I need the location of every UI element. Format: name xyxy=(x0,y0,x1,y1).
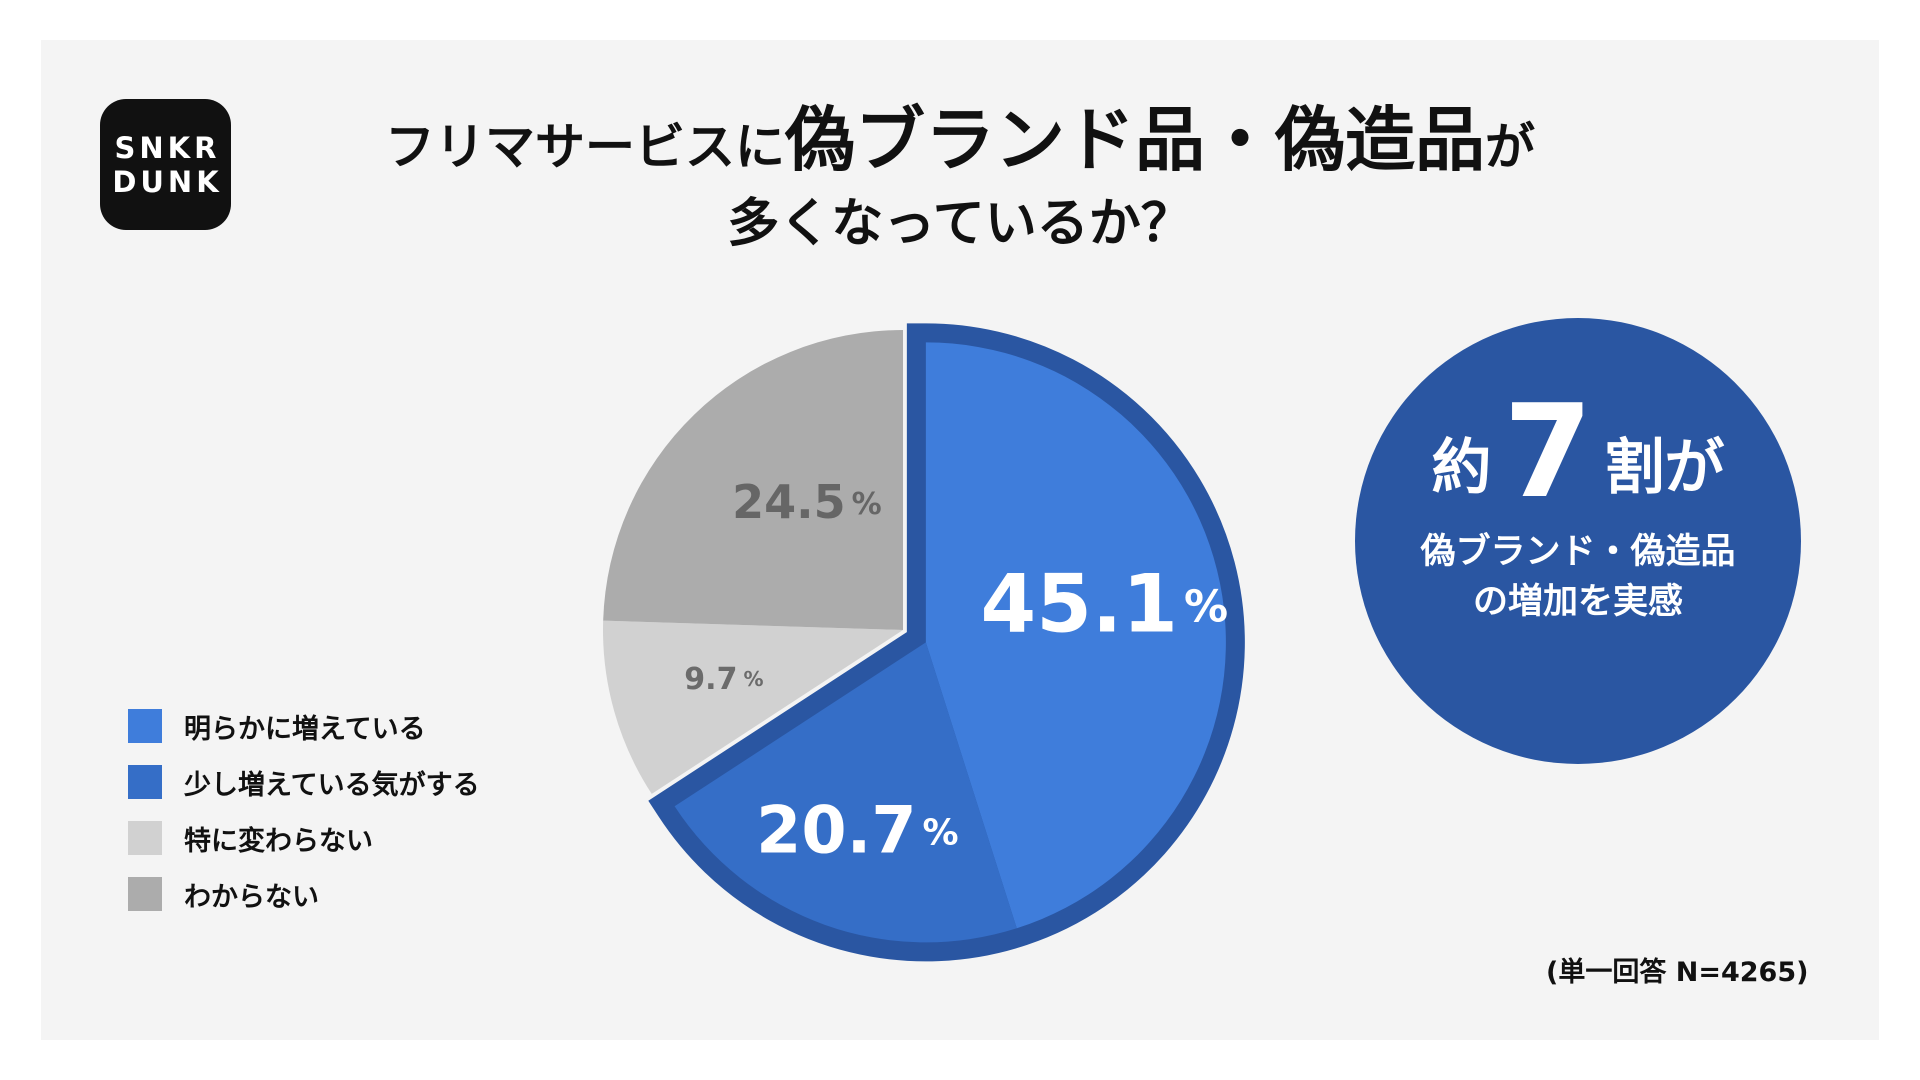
pie-slice-label: 45.1% xyxy=(981,557,1228,650)
pie-slice-value: 45.1 xyxy=(981,557,1178,650)
logo-line-1: SNKR xyxy=(114,130,221,165)
pie-slice-unit: % xyxy=(852,487,882,522)
chart-legend: 明らかに増えている少し増えている気がする 特に変わらない わからない xyxy=(128,708,480,932)
pie-slice xyxy=(925,342,1226,929)
pie-slice xyxy=(603,620,903,794)
snkrdunk-logo: SNKR DUNK xyxy=(100,99,231,230)
legend-item: 特に変わらない xyxy=(128,820,480,857)
legend-label: 明らかに増えている xyxy=(184,713,426,745)
badge-prefix: 約 xyxy=(1431,433,1492,503)
chart-title-line-1: フリマサービスに偽ブランド品・偽造品が xyxy=(0,100,1920,187)
title-part-c: が xyxy=(1485,118,1535,176)
pie-slice xyxy=(674,642,1017,943)
title-part-b: 偽ブランド品・偽造品 xyxy=(785,99,1485,181)
pie-slice-unit: % xyxy=(1184,581,1228,632)
pie-slices xyxy=(603,323,1245,962)
legend-swatch xyxy=(128,821,162,855)
logo-line-2: DUNK xyxy=(112,164,223,199)
pie-slice-value: 20.7 xyxy=(756,794,916,869)
legend-label: わからない xyxy=(184,881,319,913)
legend-item: 明らかに増えている xyxy=(128,708,480,745)
pie-slice-value: 24.5 xyxy=(732,475,846,529)
chart-title-line-2: 多くなっているか？ xyxy=(727,194,1193,254)
badge-suffix: 割が xyxy=(1604,433,1725,503)
pie-slice xyxy=(603,330,903,630)
legend-item: わからない xyxy=(128,876,480,913)
sample-note: (単一回答 N=4265) xyxy=(1546,957,1809,988)
pie-slice-label: 20.7% xyxy=(756,794,958,869)
badge-number: 7 xyxy=(1503,378,1593,527)
pie-slice-unit: % xyxy=(923,813,959,854)
pie-slice-unit: % xyxy=(743,667,763,691)
pie-slice-label: 24.5% xyxy=(732,475,882,529)
legend-label: 特に変わらない xyxy=(184,825,373,857)
pie-slice-label: 9.7% xyxy=(684,662,763,697)
legend-swatch xyxy=(128,709,162,743)
title-part-a: フリマサービスに xyxy=(385,118,785,176)
summary-badge: 約7 割が 偽ブランド・偽造品 の増加を実感 xyxy=(1355,318,1801,764)
badge-headline: 約7 割が xyxy=(1355,388,1801,533)
legend-swatch xyxy=(128,765,162,799)
badge-line-1: 偽ブランド・偽造品 xyxy=(1420,532,1736,572)
pie-slice-value: 9.7 xyxy=(684,662,737,697)
legend-swatch xyxy=(128,877,162,911)
legend-label: 少し増えている気がする xyxy=(184,769,480,801)
legend-item: 少し増えている気がする xyxy=(128,764,480,801)
pie-labels: 45.1 %20.7 %9.7 %24.5% xyxy=(684,475,1228,869)
badge-line-2: の増加を実感 xyxy=(1472,582,1683,622)
